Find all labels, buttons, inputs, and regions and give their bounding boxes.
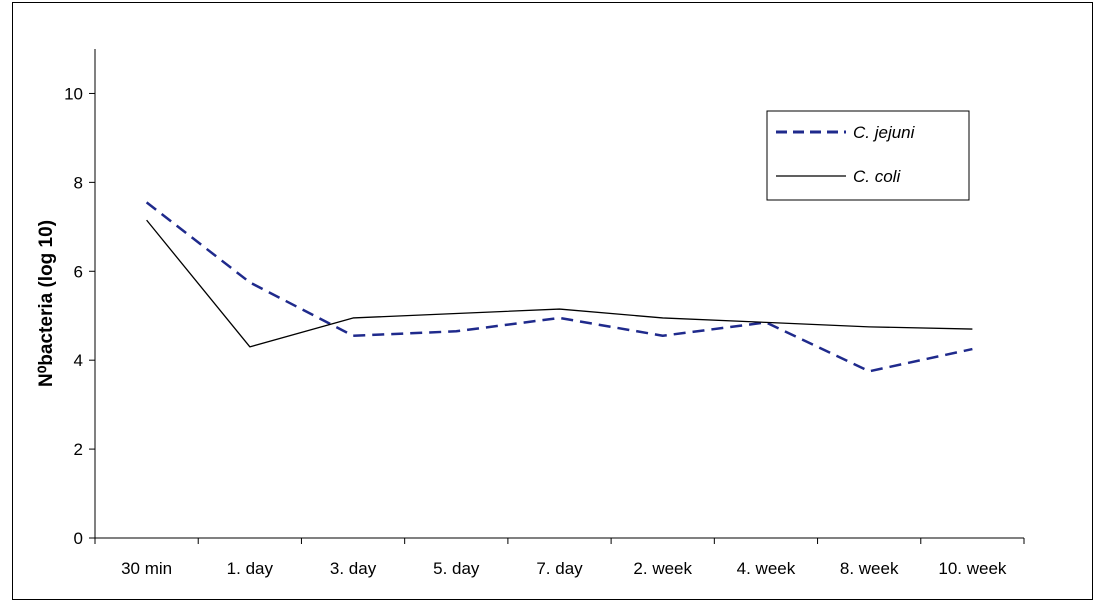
y-tick-label: 10: [64, 84, 83, 103]
legend: C. jejuni C. coli: [766, 110, 970, 201]
x-tick-label: 10. week: [938, 559, 1007, 578]
x-tick-label: 2. week: [633, 559, 692, 578]
x-tick-label: 8. week: [840, 559, 899, 578]
y-tick-label: 6: [74, 262, 83, 281]
legend-label-c-coli: C. coli: [853, 167, 901, 186]
legend-label-c-jejuni: C. jejuni: [853, 123, 916, 142]
y-tick-label: 8: [74, 173, 83, 192]
x-tick-label: 3. day: [330, 559, 377, 578]
axes: 0 2 4 6 8 10 30 min 1. day 3. day 5. day 7. day 2. …: [36, 49, 1025, 578]
y-tick-label: 0: [74, 529, 83, 548]
x-tick-label: 7. day: [536, 559, 583, 578]
x-tick-label: 4. week: [737, 559, 796, 578]
x-tick-label: 1. day: [227, 559, 274, 578]
legend-box: [766, 110, 970, 201]
chart-frame: [12, 2, 1093, 600]
y-axis-title: N⁰bacteria (log 10): [36, 220, 57, 387]
y-tick-label: 4: [74, 351, 83, 370]
y-tick-label: 2: [74, 440, 83, 459]
x-tick-label: 5. day: [433, 559, 480, 578]
series-layer: [145, 201, 973, 373]
series-line-c-jejuni: [145, 201, 973, 373]
series-line-c-coli: [146, 219, 973, 348]
x-tick-label: 30 min: [121, 559, 172, 578]
